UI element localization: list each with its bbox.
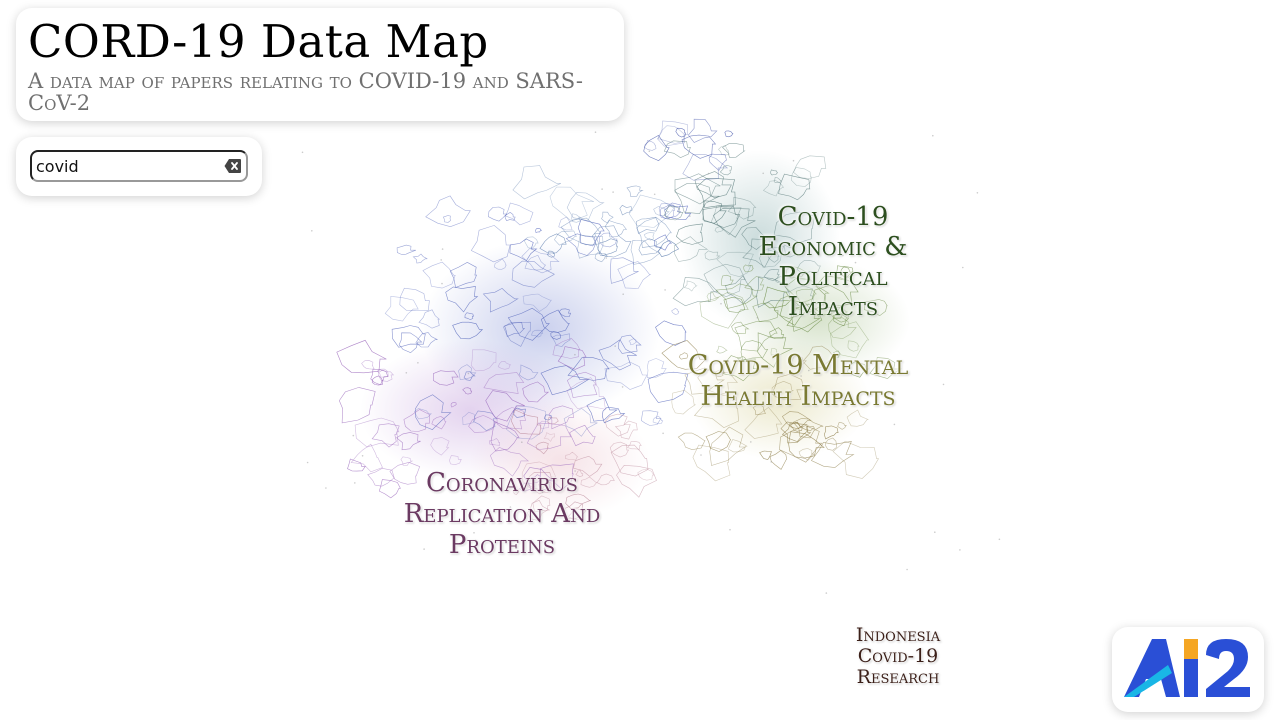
- contour-lines: [336, 118, 902, 521]
- search-input[interactable]: [36, 155, 216, 177]
- search-panel: [16, 137, 262, 196]
- page-subtitle: A data map of papers relating to COVID-1…: [28, 69, 584, 115]
- cluster-label-mental-health[interactable]: Covid-19 Mental Health Impacts: [687, 350, 909, 412]
- backspace-clear-icon[interactable]: [224, 158, 242, 174]
- cluster-label-economic-political[interactable]: Covid-19 Economic & Political Impacts: [758, 202, 908, 322]
- cluster-blobs: [360, 150, 910, 520]
- title-panel: CORD-19 Data Map A data map of papers re…: [16, 8, 624, 121]
- search-box[interactable]: [30, 150, 248, 182]
- scatter-specks: [301, 131, 1001, 594]
- page-title: CORD-19 Data Map: [28, 15, 489, 68]
- cluster-label-coronavirus-replication[interactable]: Coronavirus Replication And Proteins: [403, 468, 601, 560]
- cluster-label-indonesia-research[interactable]: Indonesia Covid-19 Research: [855, 624, 941, 688]
- ai2-logo-icon[interactable]: [1122, 635, 1254, 705]
- ai2-logo-panel[interactable]: [1112, 627, 1264, 712]
